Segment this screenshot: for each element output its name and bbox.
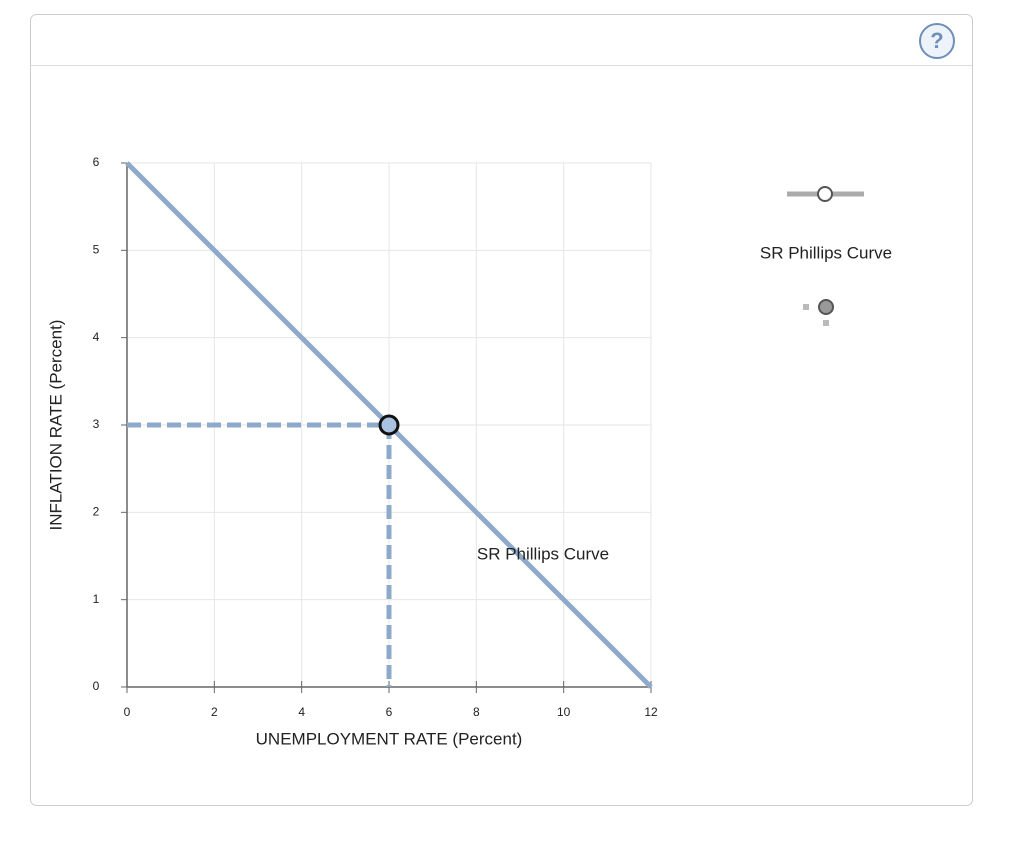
y-tick-label: 1 <box>93 592 100 606</box>
y-tick-label: 2 <box>93 505 100 519</box>
curve-annotation: SR Phillips Curve <box>477 544 609 563</box>
x-tick-label: 8 <box>473 705 480 719</box>
x-tick-label: 10 <box>557 705 571 719</box>
x-tick-label: 2 <box>211 705 218 719</box>
help-circle <box>919 23 955 59</box>
x-tick-label: 6 <box>386 705 393 719</box>
legend-label: SR Phillips Curve <box>760 243 892 262</box>
help-label: ? <box>930 28 943 53</box>
y-tick-label: 6 <box>93 155 100 169</box>
y-tick-label: 5 <box>93 243 100 257</box>
y-tick-label: 0 <box>93 679 100 693</box>
help-button[interactable]: ? <box>919 23 955 59</box>
y-tick-label: 4 <box>93 330 100 344</box>
point-tool[interactable] <box>818 299 834 315</box>
x-axis-label: UNEMPLOYMENT RATE (Percent) <box>256 729 523 748</box>
legend-line-handle[interactable] <box>817 186 833 202</box>
x-tick-label: 0 <box>124 705 131 719</box>
x-tick-label: 4 <box>298 705 305 719</box>
equilibrium-point[interactable] <box>378 414 400 436</box>
y-axis-label: INFLATION RATE (Percent) <box>46 320 65 531</box>
y-tick-label: 3 <box>93 417 100 431</box>
point-tool-dot[interactable] <box>823 320 829 326</box>
point-tool-dot[interactable] <box>803 304 809 310</box>
panel <box>30 14 973 806</box>
x-tick-label: 12 <box>644 705 658 719</box>
